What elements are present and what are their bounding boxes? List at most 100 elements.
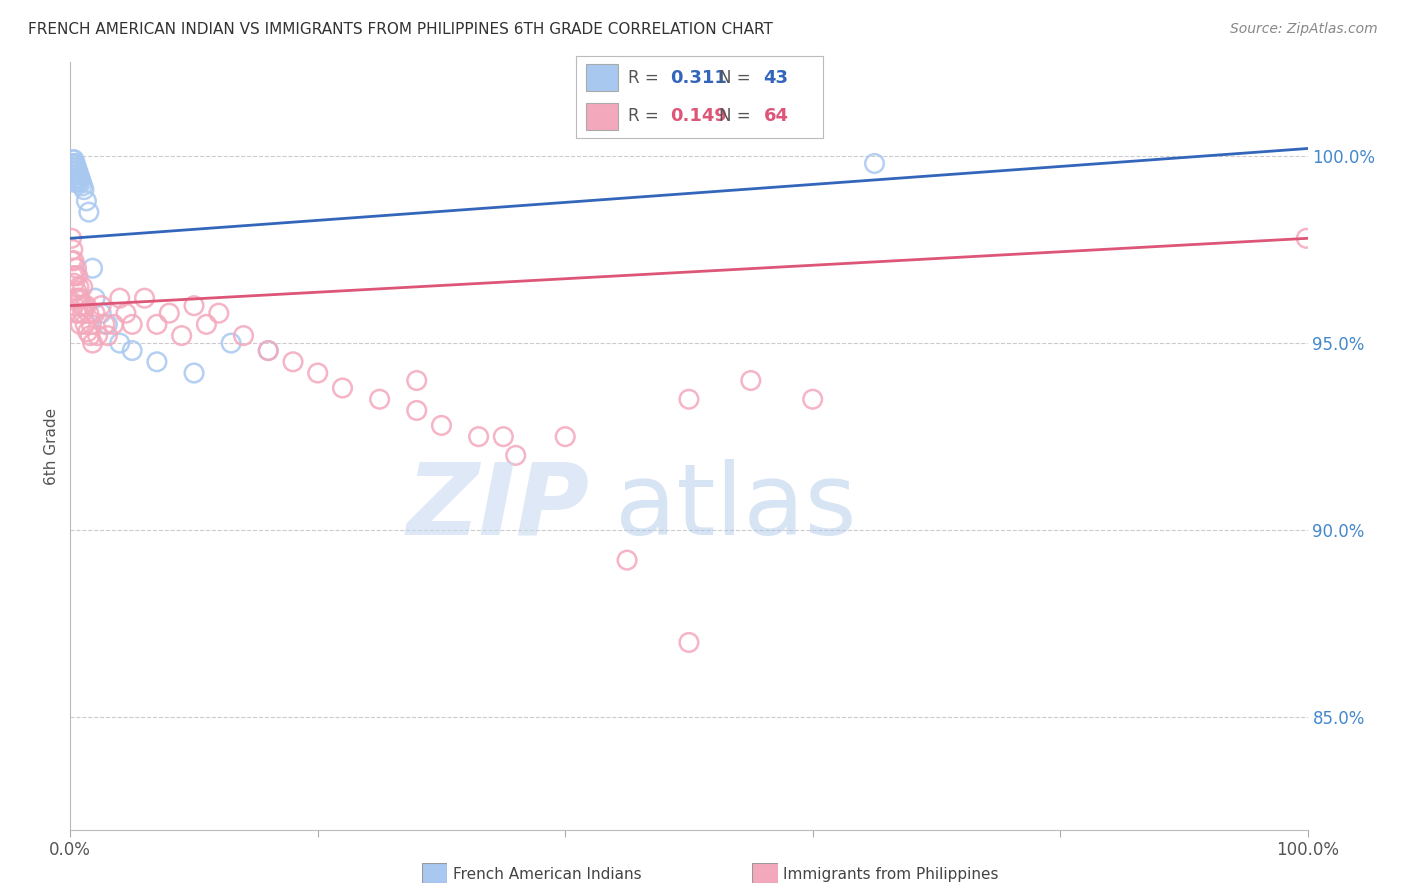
Point <box>108 336 131 351</box>
Point <box>1295 231 1317 245</box>
Point <box>146 355 169 369</box>
Point <box>121 318 143 332</box>
Point <box>63 164 86 178</box>
Point <box>115 306 138 320</box>
Point <box>63 160 86 174</box>
Point <box>66 164 89 178</box>
Text: R =: R = <box>628 69 664 87</box>
Point <box>79 328 101 343</box>
Point <box>84 306 107 320</box>
Point <box>65 164 87 178</box>
Point <box>63 299 86 313</box>
Point <box>90 299 112 313</box>
Point <box>65 306 87 320</box>
Point <box>67 168 90 182</box>
Text: N =: N = <box>720 107 756 125</box>
Point <box>82 261 104 276</box>
Point <box>69 171 91 186</box>
Point <box>72 280 94 294</box>
Point <box>405 403 427 417</box>
Point <box>65 160 87 174</box>
Point <box>405 374 427 388</box>
Point <box>801 392 824 407</box>
Point <box>65 171 87 186</box>
Point <box>505 448 527 462</box>
Text: N =: N = <box>720 69 756 87</box>
Point <box>86 328 108 343</box>
Point <box>63 171 86 186</box>
Text: French American Indians: French American Indians <box>453 867 641 881</box>
Point <box>108 291 131 305</box>
Point <box>368 392 391 407</box>
Point <box>121 343 143 358</box>
Point <box>84 291 107 305</box>
Point <box>69 291 91 305</box>
Point <box>65 291 87 305</box>
Point <box>232 328 254 343</box>
Text: 0.149: 0.149 <box>669 107 727 125</box>
Point <box>76 325 98 339</box>
Y-axis label: 6th Grade: 6th Grade <box>44 408 59 484</box>
Point <box>96 328 118 343</box>
Point <box>65 160 87 174</box>
Point <box>60 164 83 178</box>
Point <box>63 153 86 167</box>
Point <box>72 306 94 320</box>
Point <box>70 299 93 313</box>
Point <box>467 430 489 444</box>
Point <box>492 430 515 444</box>
Point <box>281 355 304 369</box>
Point <box>62 156 84 170</box>
Point <box>63 277 86 291</box>
Point <box>257 343 280 358</box>
Point <box>183 366 205 380</box>
Bar <box>586 64 619 92</box>
Point <box>103 318 125 332</box>
Point <box>67 280 90 294</box>
Text: FRENCH AMERICAN INDIAN VS IMMIGRANTS FROM PHILIPPINES 6TH GRADE CORRELATION CHAR: FRENCH AMERICAN INDIAN VS IMMIGRANTS FRO… <box>28 22 773 37</box>
Point <box>65 261 87 276</box>
Point <box>63 175 86 189</box>
Point <box>430 418 453 433</box>
Text: atlas: atlas <box>614 458 856 556</box>
Point <box>157 306 180 320</box>
Point <box>60 253 83 268</box>
Point <box>67 175 90 189</box>
Point <box>77 205 100 219</box>
Point <box>66 171 89 186</box>
Point <box>60 156 83 170</box>
Point <box>554 430 576 444</box>
Point <box>72 178 94 193</box>
Point <box>134 291 156 305</box>
Point <box>66 291 89 305</box>
Point <box>63 168 86 182</box>
Point <box>678 635 700 649</box>
Point <box>170 328 193 343</box>
Bar <box>586 103 619 130</box>
Point <box>69 318 91 332</box>
Point <box>60 160 83 174</box>
Point <box>863 156 886 170</box>
Point <box>195 318 218 332</box>
Point <box>65 156 87 170</box>
Point <box>75 299 97 313</box>
Point <box>63 156 86 170</box>
Point <box>73 299 96 313</box>
Point <box>75 318 97 332</box>
Point <box>65 168 87 182</box>
Point <box>82 336 104 351</box>
Text: 64: 64 <box>763 107 789 125</box>
Point <box>77 306 100 320</box>
Point <box>62 164 84 178</box>
Point <box>60 231 83 245</box>
Text: 0.311: 0.311 <box>669 69 727 87</box>
Point <box>90 306 112 320</box>
Text: ZIP: ZIP <box>406 458 591 556</box>
Point <box>73 183 96 197</box>
Point <box>75 194 97 208</box>
Point <box>219 336 242 351</box>
Point <box>62 268 84 283</box>
Point <box>332 381 354 395</box>
Point <box>62 243 84 257</box>
Point <box>94 318 117 332</box>
